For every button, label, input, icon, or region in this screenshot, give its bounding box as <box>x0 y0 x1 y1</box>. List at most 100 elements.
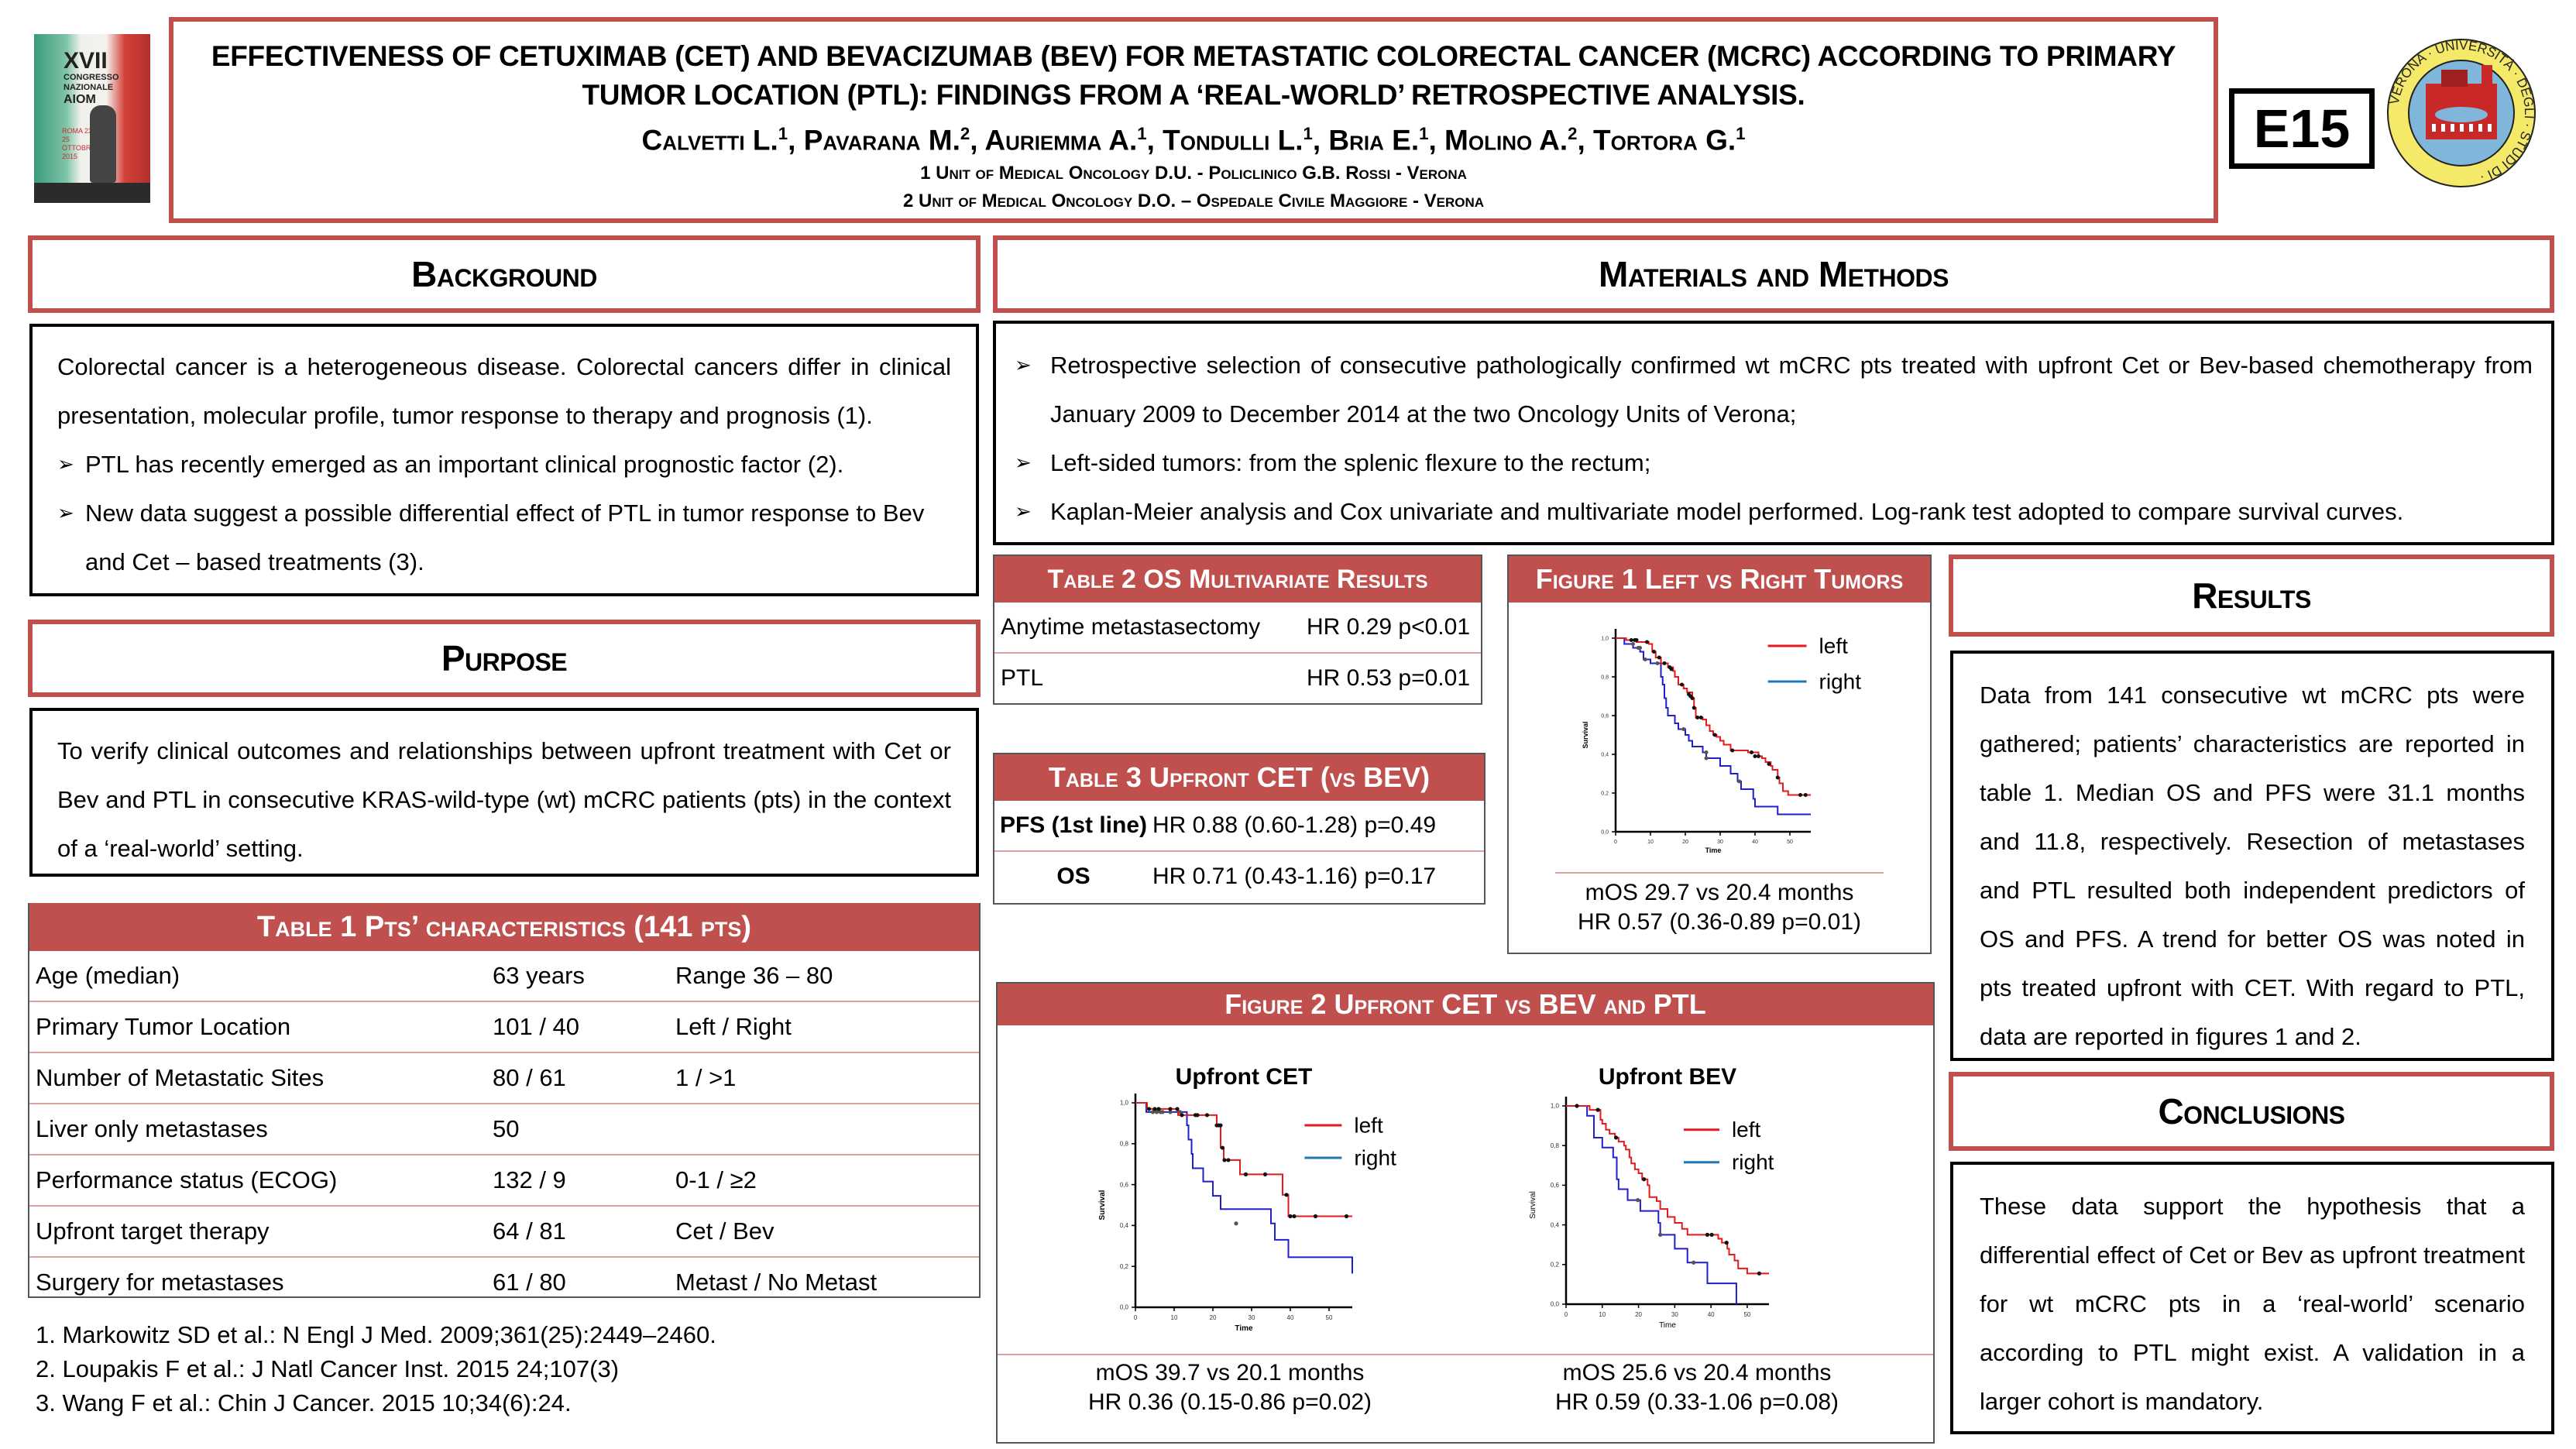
table1: Table 1 Pts’ characteristics (141 pts) A… <box>28 903 981 1298</box>
right-censor-mark <box>1704 750 1709 754</box>
y-tick-label: 0,0 <box>1120 1304 1129 1311</box>
table1-cell: Left / Right <box>675 1013 792 1040</box>
arrow-bullet-icon: ➢ <box>1015 451 1032 474</box>
table3-cell: HR 0.88 (0.60-1.28) p=0.49 <box>1152 812 1437 838</box>
table1-cell: 101 / 40 <box>493 1013 580 1040</box>
table2-cell: Anytime metastasectomy <box>1001 614 1261 640</box>
table1-row: Liver only metastases 50 <box>29 1104 979 1155</box>
figure2-cet-caption: mOS 39.7 vs 20.1 months HR 0.36 (0.15-0.… <box>998 1358 1462 1417</box>
x-tick-label: 40 <box>1708 1311 1715 1318</box>
x-tick-label: 10 <box>1599 1311 1606 1318</box>
right-censor-mark <box>1631 642 1635 646</box>
author-list: Calvetti L.1, Pavarana M.2, Auriemma A.1… <box>641 124 1746 156</box>
y-tick-label: 0,0 <box>1601 829 1609 835</box>
results-heading: Results <box>2192 575 2311 616</box>
left-censor-mark <box>1220 1145 1225 1150</box>
x-axis-label: Time <box>1705 846 1722 854</box>
left-censor-mark <box>1344 1214 1349 1219</box>
affiliation-1: 1 Unit of Medical Oncology D.U. - Policl… <box>920 163 1467 184</box>
left-censor-mark <box>1641 1177 1647 1182</box>
methods-bullet-text: Left-sided tumors: from the splenic flex… <box>1050 449 1651 476</box>
table3-row: OS HR 0.71 (0.43-1.16) p=0.17 <box>994 852 1484 901</box>
left-survival-curve <box>1616 637 1811 796</box>
table1-cell: Number of Metastatic Sites <box>36 1064 325 1091</box>
poster-code: E15 <box>2253 98 2351 159</box>
background-heading-box: Background <box>28 235 981 313</box>
affiliation-2: 2 Unit of Medical Oncology D.O. – Ospeda… <box>902 191 1485 212</box>
right-censor-mark <box>1234 1221 1238 1226</box>
x-tick-label: 50 <box>1326 1314 1333 1321</box>
congress-logo-line1: XVII <box>64 48 108 74</box>
table2-cell: PTL <box>1001 665 1044 691</box>
methods-bullet: ➢ Kaplan-Meier analysis and Cox univaria… <box>1015 487 2533 536</box>
right-censor-mark <box>1160 1110 1165 1114</box>
y-axis-label: Survival <box>1529 1191 1537 1219</box>
right-survival-curve <box>1566 1105 1737 1304</box>
table1-cell: 63 years <box>493 962 585 989</box>
figure1-caption-mos: mOS 29.7 vs 20.4 months <box>1585 880 1854 905</box>
left-censor-mark <box>1798 793 1802 797</box>
left-censor-mark <box>1695 716 1700 719</box>
methods-bullet: ➢ Retrospective selection of consecutive… <box>1015 341 2533 438</box>
y-tick-label: 0,8 <box>1551 1142 1560 1149</box>
left-censor-mark <box>1750 750 1753 754</box>
reference-item: 2. Loupakis F et al.: J Natl Cancer Inst… <box>36 1355 620 1382</box>
x-tick-label: 0 <box>1134 1314 1138 1321</box>
left-censor-mark <box>1669 667 1674 671</box>
figure2-bev-caption: mOS 25.6 vs 20.4 months HR 0.59 (0.33-1.… <box>1462 1358 1932 1417</box>
table1-row: Upfront target therapy 64 / 81 Cet / Bev <box>29 1207 979 1258</box>
table3: Table 3 Upfront CET (vs BEV) PFS (1st li… <box>993 753 1485 905</box>
figure2-cet-chart: Upfront CET 0 10 20 30 40 50 0,0 0,2 0,4 0,6 0,8 1,0… <box>1098 1064 1396 1333</box>
right-censor-mark <box>1636 1198 1640 1203</box>
right-censor-mark <box>1154 1110 1159 1114</box>
left-censor-mark <box>1705 1232 1710 1237</box>
y-tick-label: 0,4 <box>1120 1222 1129 1229</box>
y-tick-label: 0,2 <box>1601 791 1609 796</box>
left-censor-mark <box>1803 793 1808 797</box>
right-censor-mark <box>1737 779 1742 784</box>
left-censor-mark <box>1629 638 1633 642</box>
left-censor-mark <box>1226 1158 1231 1162</box>
author-affiliation: 1 <box>1419 124 1429 143</box>
figure2-title: Figure 2 Upfront CET vs BEV and PTL <box>998 984 1933 1025</box>
left-censor-mark <box>1613 1135 1619 1140</box>
figure2: Figure 2 Upfront CET vs BEV and PTL Upfr… <box>996 982 1935 1444</box>
arrow-bullet-icon: ➢ <box>1015 500 1032 523</box>
table1-title: Table 1 Pts’ characteristics (141 pts) <box>29 903 979 951</box>
methods-bullet-text: Retrospective selection of consecutive p… <box>1050 352 2533 427</box>
poster-title-line1: EFFECTIVENESS OF CETUXIMAB (CET) AND BEV… <box>211 40 2176 72</box>
author-affiliation: 2 <box>960 124 970 143</box>
left-censor-mark <box>1690 696 1695 700</box>
table1-cell: 1 / >1 <box>675 1064 737 1091</box>
right-censor-mark <box>1681 727 1686 731</box>
methods-bullet-text: Kaplan-Meier analysis and Cox univariate… <box>1050 498 2404 525</box>
left-censor-mark <box>1313 1214 1318 1219</box>
y-tick-label: 0,4 <box>1601 752 1609 757</box>
table1-cell: 80 / 61 <box>493 1064 566 1091</box>
left-censor-mark <box>1575 1104 1579 1108</box>
y-tick-label: 0,8 <box>1120 1140 1129 1147</box>
author: Auriemma A. <box>984 124 1138 156</box>
left-censor-mark <box>1218 1123 1223 1128</box>
table1-cell: Range 36 – 80 <box>675 962 833 989</box>
legend-left-label: left <box>1819 634 1849 658</box>
left-censor-mark <box>1262 1172 1268 1176</box>
left-censor-mark <box>1662 661 1667 665</box>
right-censor-mark <box>1658 1232 1663 1237</box>
author-affiliation: 1 <box>1303 124 1313 143</box>
author-affiliation: 1 <box>1137 124 1147 143</box>
results-heading-box: Results <box>1949 555 2554 637</box>
purpose-body: To verify clinical outcomes and relation… <box>29 708 979 877</box>
table1-cell: Age (median) <box>36 962 180 989</box>
figure1-caption: mOS 29.7 vs 20.4 months HR 0.57 (0.36-0.… <box>1509 874 1930 937</box>
legend-right-label: right <box>1354 1145 1396 1169</box>
table1-cell: Metast / No Metast <box>675 1269 878 1296</box>
x-tick-label: 20 <box>1682 840 1688 845</box>
y-tick-label: 1,0 <box>1601 636 1609 641</box>
poster-code-box: E15 <box>2229 88 2375 169</box>
author: Molino A. <box>1444 124 1568 156</box>
author: Pavarana M. <box>803 124 960 156</box>
x-tick-label: 20 <box>1635 1311 1642 1318</box>
right-censor-mark <box>1692 1260 1696 1265</box>
left-censor-mark <box>1595 1107 1600 1112</box>
